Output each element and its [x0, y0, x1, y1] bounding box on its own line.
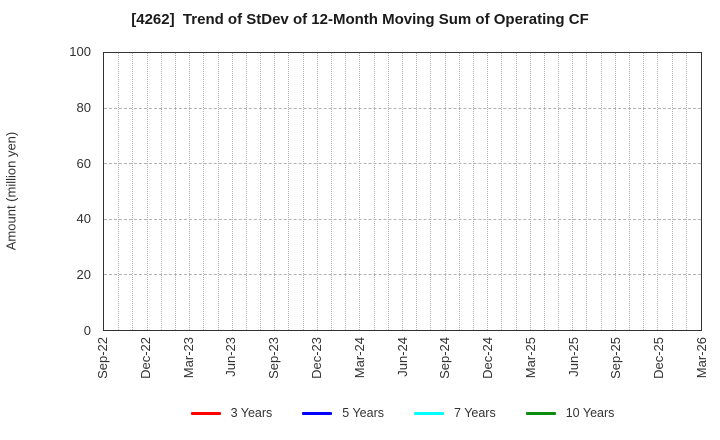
- v-gridline: [189, 53, 191, 330]
- v-gridline: [643, 53, 645, 330]
- v-gridline: [600, 53, 602, 330]
- legend-line-swatch: [302, 411, 333, 415]
- y-axis-label: Amount (million yen): [3, 131, 19, 251]
- y-tick-label: 80: [76, 99, 91, 115]
- v-gridline: [203, 53, 205, 330]
- x-tick-label: Sep-25: [608, 337, 624, 379]
- v-gridline: [558, 53, 560, 330]
- y-tick-label: 40: [76, 211, 91, 227]
- legend-item-7-years: 7 Years: [414, 406, 496, 420]
- y-tick-label: 0: [83, 323, 91, 338]
- x-tick-label: Mar-26: [694, 337, 709, 379]
- v-gridline: [132, 53, 134, 330]
- v-gridline: [458, 53, 460, 330]
- v-gridline: [501, 53, 503, 330]
- legend-item-10-years: 10 Years: [525, 406, 615, 420]
- x-tick-label: Dec-25: [651, 337, 667, 379]
- v-gridline: [472, 53, 474, 330]
- legend-item-5-years: 5 Years: [302, 406, 384, 420]
- v-gridline: [614, 53, 616, 330]
- plot-area: [103, 52, 702, 331]
- v-gridline: [416, 53, 418, 330]
- v-gridline: [685, 53, 687, 330]
- v-gridline: [373, 53, 375, 330]
- v-gridline: [629, 53, 631, 330]
- v-gridline: [316, 53, 318, 330]
- v-gridline: [444, 53, 446, 330]
- v-gridline: [359, 53, 361, 330]
- v-gridline: [160, 53, 162, 330]
- h-gridline: [104, 273, 701, 275]
- v-gridline: [146, 53, 148, 330]
- v-gridline: [231, 53, 233, 330]
- v-gridline: [245, 53, 247, 330]
- h-gridline: [104, 163, 701, 165]
- x-tick-label: Jun-24: [394, 337, 410, 377]
- x-tick-label: Dec-23: [308, 337, 324, 379]
- legend-label: 5 Years: [342, 406, 385, 420]
- legend-label: 3 Years: [230, 406, 273, 420]
- v-gridline: [487, 53, 489, 330]
- chart-legend: 3 Years 5 Years 7 Years 10 Years: [103, 403, 702, 423]
- v-gridline: [387, 53, 389, 330]
- x-tick-label: Jun-25: [565, 337, 581, 377]
- x-tick-label: Jun-23: [223, 337, 239, 377]
- v-gridline: [671, 53, 673, 330]
- v-gridline: [174, 53, 176, 330]
- v-gridline: [657, 53, 659, 330]
- x-tick-label: Sep-23: [266, 337, 282, 379]
- v-gridline: [118, 53, 120, 330]
- x-tick-label: Dec-24: [480, 337, 496, 379]
- y-tick-label: 20: [76, 267, 91, 283]
- legend-line-swatch: [190, 411, 221, 415]
- v-gridline: [274, 53, 276, 330]
- legend-line-swatch: [414, 411, 445, 415]
- x-tick-label: Dec-22: [137, 337, 153, 379]
- v-gridline: [402, 53, 403, 330]
- x-tick-label: Sep-24: [437, 337, 453, 379]
- x-tick-label: Sep-22: [95, 337, 110, 379]
- v-gridline: [529, 53, 531, 330]
- legend-item-3-years: 3 Years: [190, 406, 273, 420]
- y-tick-label: 60: [76, 155, 91, 171]
- h-gridline: [104, 218, 701, 220]
- v-gridline: [515, 53, 517, 330]
- v-gridline: [302, 53, 304, 330]
- h-gridline: [104, 108, 701, 110]
- v-gridline: [288, 53, 290, 330]
- x-tick-label: Mar-23: [180, 337, 196, 379]
- x-tick-label: Mar-24: [351, 337, 367, 379]
- v-gridline: [345, 53, 347, 330]
- v-gridline: [586, 53, 588, 330]
- y-tick-label: 100: [69, 44, 91, 59]
- v-gridline: [430, 53, 432, 330]
- v-gridline: [543, 53, 545, 330]
- v-gridline: [572, 53, 574, 330]
- v-gridline: [260, 53, 262, 330]
- v-gridline: [217, 53, 219, 330]
- legend-line-swatch: [525, 411, 556, 415]
- chart-title: [4262] Trend of StDev of 12-Month Moving…: [131, 11, 589, 28]
- legend-label: 7 Years: [454, 406, 496, 420]
- x-tick-label: Mar-25: [522, 337, 538, 379]
- v-gridline: [331, 53, 333, 330]
- legend-label: 10 Years: [565, 406, 615, 420]
